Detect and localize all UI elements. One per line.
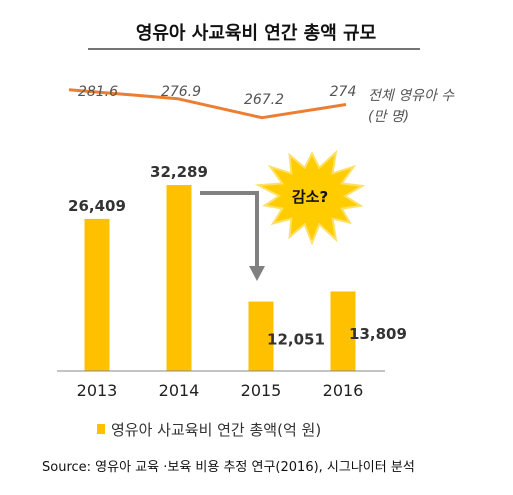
burst-label: 감소? [292, 188, 328, 206]
bar-value-label-2015: 12,051 [267, 330, 325, 348]
bar-2013 [84, 218, 110, 371]
bar-value-label-2016: 13,809 [349, 325, 407, 343]
x-tick-label-2013: 2013 [77, 381, 118, 400]
legend-label: 영유아 사교육비 연간 총액(억 원) [111, 421, 321, 439]
x-tick-label-2014: 2014 [159, 381, 200, 400]
legend-swatch [97, 424, 105, 434]
line-value-label-2013: 281.6 [78, 84, 118, 100]
bar-2016 [330, 291, 356, 371]
bar-value-label-2013: 26,409 [68, 197, 126, 215]
line-series-label-line2: (만 명) [368, 109, 409, 125]
bar-2015 [248, 301, 274, 371]
decrease-burst: 감소? [254, 149, 366, 246]
line-value-label-2015: 267.2 [244, 92, 284, 108]
legend: 영유아 사교육비 연간 총액(억 원) [97, 421, 321, 439]
population-line [68, 88, 347, 120]
bar-series: 26,409 32,289 12,051 13,809 [68, 163, 407, 371]
burst-shape [254, 149, 366, 246]
bar-2014 [166, 185, 192, 371]
population-line-series: 281.6 276.9 267.2 274 [68, 84, 357, 120]
line-series-label-line1: 전체 영유아 수 [368, 88, 455, 104]
x-tick-label-2015: 2015 [241, 381, 282, 400]
line-value-label-2014: 276.9 [161, 84, 201, 100]
x-axis-tick-labels: 2013 2014 2015 2016 [77, 381, 364, 400]
bar-value-label-2014: 32,289 [150, 163, 208, 181]
decrease-arrow [200, 191, 265, 281]
x-tick-label-2016: 2016 [323, 381, 364, 400]
source-note: Source: 영유아 교육 ·보육 비용 추정 연구(2016), 시그나이터… [42, 460, 415, 475]
chart-title: 영유아 사교육비 연간 총액 규모 [136, 23, 376, 44]
line-value-label-2016: 274 [330, 84, 357, 100]
